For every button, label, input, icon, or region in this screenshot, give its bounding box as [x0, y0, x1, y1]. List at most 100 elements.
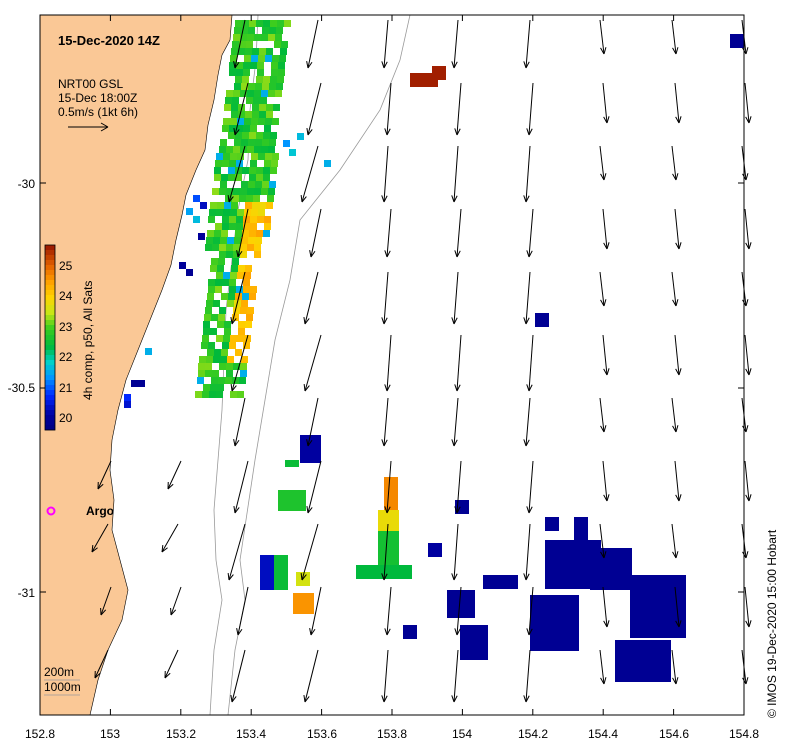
sst-pixel	[193, 195, 200, 202]
current-arrow-head	[456, 384, 461, 392]
sst-pixel	[267, 576, 274, 583]
current-arrow-head	[454, 250, 458, 258]
sst-pixel	[206, 300, 213, 307]
sst-pixel	[274, 562, 281, 569]
current-arrow-head	[236, 250, 239, 258]
sst-pixel	[234, 237, 241, 244]
current-arrow-head	[453, 573, 458, 581]
sst-pixel	[210, 265, 217, 272]
sst-pixel	[544, 616, 551, 623]
sst-pixel	[222, 223, 229, 230]
current-arrow-head	[748, 116, 752, 124]
sst-pixel	[246, 314, 253, 321]
current-arrow-head	[237, 628, 243, 636]
sst-pixel	[265, 118, 272, 125]
sst-pixel	[651, 582, 658, 589]
current-arrow-head	[456, 628, 461, 636]
sst-pixel	[537, 616, 544, 623]
current-arrow-head	[678, 242, 682, 250]
sst-pixel	[658, 575, 665, 582]
sst-pixel	[559, 540, 566, 547]
sst-pixel	[255, 181, 262, 188]
sst-pixel	[643, 661, 650, 668]
current-arrow-head	[523, 695, 527, 703]
sst-pixel	[643, 640, 650, 647]
sst-pixel	[558, 623, 565, 630]
sst-pixel	[223, 335, 230, 342]
sst-pixel	[237, 153, 244, 160]
sst-pixel	[303, 572, 310, 579]
sst-pixel	[229, 216, 236, 223]
sst-pixel	[637, 582, 644, 589]
current-arrow-head	[672, 677, 677, 685]
sst-pixel	[232, 97, 239, 104]
sst-pixel	[207, 293, 214, 300]
current-arrow	[310, 208, 322, 258]
sst-pixel	[213, 300, 220, 307]
current-arrow	[671, 271, 677, 307]
current-arrow	[456, 586, 462, 636]
colorbar-tick: 24	[59, 289, 73, 303]
current-arrow-head	[526, 250, 530, 258]
sst-pixel	[629, 661, 636, 668]
current-arrow-head	[383, 61, 388, 69]
sst-pixel	[285, 460, 292, 467]
sst-pixel	[391, 491, 398, 498]
current-arrow	[386, 460, 392, 514]
sst-pixel	[260, 576, 267, 583]
sst-pixel	[254, 244, 261, 251]
sst-pixel	[392, 517, 399, 524]
sst-pixel	[651, 617, 658, 624]
x-tick-label: 153	[100, 727, 120, 741]
sst-pixel	[235, 20, 242, 27]
sst-pixel	[643, 675, 650, 682]
sst-pixel	[245, 265, 252, 272]
colorbar-tick: 21	[59, 381, 73, 395]
sst-pixel	[665, 589, 672, 596]
sst-pixel	[545, 582, 552, 589]
sst-pixel	[552, 554, 559, 561]
sst-pixel	[228, 167, 235, 174]
sst-pixel	[580, 568, 587, 575]
current-arrow-head	[230, 383, 233, 392]
sst-pixel	[544, 637, 551, 644]
sst-pixel	[385, 510, 392, 517]
sst-pixel	[216, 391, 223, 398]
sst-pixel	[658, 582, 665, 589]
sst-pixel	[490, 582, 497, 589]
current-arrow-head	[383, 439, 388, 447]
colorbar-segment	[45, 395, 55, 401]
sst-pixel	[385, 545, 392, 552]
sst-pixel	[240, 188, 247, 195]
sst-pixel	[300, 456, 307, 463]
sst-pixel	[572, 630, 579, 637]
currents-scale-label: 0.5m/s (1kt 6h)	[58, 105, 138, 119]
sst-pixel	[219, 244, 226, 251]
sst-pixel	[267, 195, 274, 202]
contour-legend-200m: 200m	[44, 665, 74, 679]
sst-pixel	[202, 391, 209, 398]
sst-pixel	[230, 55, 237, 62]
current-arrows	[91, 19, 752, 703]
sst-pixel	[558, 602, 565, 609]
sst-pixel	[565, 623, 572, 630]
current-arrow	[453, 271, 459, 325]
sst-pixel	[262, 27, 269, 34]
sst-pixel	[615, 647, 622, 654]
current-arrow-head	[600, 299, 605, 307]
sst-pixel	[405, 565, 412, 572]
sst-pixel	[203, 321, 210, 328]
sst-pixel	[241, 237, 248, 244]
sst-pixel	[566, 540, 573, 547]
sst-pixel	[222, 160, 229, 167]
sst-pixel	[229, 279, 236, 286]
sst-pixel	[611, 562, 618, 569]
sst-pixel	[625, 562, 632, 569]
sst-pixel	[544, 644, 551, 651]
sst-pixel	[460, 646, 467, 653]
sst-pixel	[237, 391, 244, 398]
current-arrow-head	[672, 551, 677, 559]
sst-pixel	[231, 48, 238, 55]
sst-pixel	[220, 356, 227, 363]
sst-pixel	[625, 569, 632, 576]
